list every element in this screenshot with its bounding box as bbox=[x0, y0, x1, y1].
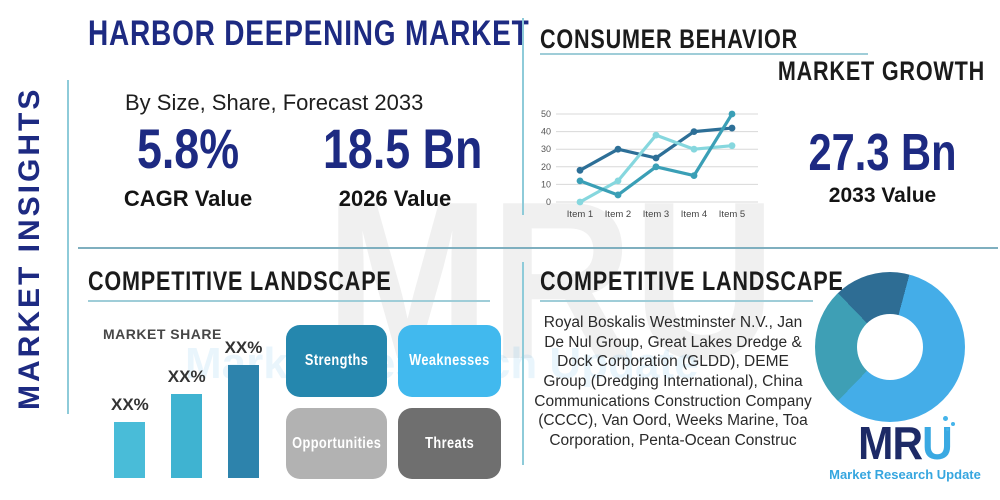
svg-text:40: 40 bbox=[541, 127, 551, 137]
page-subtitle: By Size, Share, Forecast 2033 bbox=[125, 90, 424, 115]
left-rail-divider bbox=[67, 80, 69, 414]
company-list: Royal Boskalis Westminster N.V., Jan De … bbox=[534, 314, 812, 450]
bar-value-label: XX% bbox=[111, 395, 149, 414]
consumer-behavior-underline bbox=[540, 53, 868, 55]
consumer-behavior-title: CONSUMER BEHAVIOR bbox=[540, 24, 799, 54]
market-share-label: MARKET SHARE bbox=[103, 326, 222, 342]
swot-strengths-label: Strengths bbox=[304, 352, 369, 369]
bar-value-label: XX% bbox=[167, 367, 206, 386]
splash-dot-icon bbox=[951, 422, 955, 426]
forecast-value: 27.3 Bn bbox=[808, 124, 957, 182]
market-share-bar-chart: XX% XX% XX% bbox=[96, 336, 266, 478]
svg-text:0: 0 bbox=[546, 197, 551, 207]
swot-opportunities-box: Opportunities bbox=[286, 408, 387, 479]
splash-dot-icon bbox=[943, 416, 948, 421]
cagr-label: CAGR Value bbox=[123, 186, 253, 211]
cagr-value: 5.8% bbox=[136, 117, 240, 180]
bar bbox=[227, 365, 259, 478]
swot-threats-label: Threats bbox=[424, 434, 475, 452]
mru-logo-accent-letter: U bbox=[922, 417, 953, 469]
bar-column: XX% bbox=[111, 395, 149, 478]
splash-dot-icon bbox=[946, 428, 949, 431]
mru-logo-tagline: Market Research Update bbox=[829, 467, 981, 482]
page-title: HARBOR DEEPENING MARKET bbox=[88, 14, 530, 53]
swot-strengths-box: Strengths bbox=[286, 325, 387, 397]
right-column-divider-bottom bbox=[522, 262, 524, 465]
market-growth-line-chart: 0 10 20 30 40 50 Item 1 Item 2 Item 3 Item 4 Item … bbox=[541, 109, 758, 220]
competitive-left-title: COMPETITIVE LANDSCAPE bbox=[88, 266, 392, 296]
mru-logo-dark-letters: MR bbox=[858, 417, 923, 469]
competitive-right-underline bbox=[540, 300, 813, 302]
market-growth-title: MARKET GROWTH bbox=[777, 56, 985, 86]
svg-text:Item 3: Item 3 bbox=[643, 209, 669, 220]
mru-logo-text: MRU bbox=[822, 420, 988, 466]
vertical-rail-label: MARKET INSIGHTS bbox=[13, 86, 46, 410]
swot-weaknesses-box: Weaknesses bbox=[398, 325, 501, 397]
svg-text:Item 1: Item 1 bbox=[567, 209, 593, 220]
forecast-label: 2033 Value bbox=[828, 184, 937, 207]
competitive-left-underline bbox=[88, 300, 490, 302]
svg-text:Item 2: Item 2 bbox=[605, 209, 631, 220]
bar bbox=[171, 394, 203, 478]
svg-text:Item 4: Item 4 bbox=[681, 209, 707, 220]
swot-grid: Strengths Weaknesses Opportunities Threa… bbox=[286, 325, 501, 479]
swot-weaknesses-label: Weaknesses bbox=[409, 352, 490, 369]
bar-column: XX% bbox=[224, 338, 263, 478]
svg-text:10: 10 bbox=[541, 179, 551, 189]
mru-logo: MRU Market Research Update bbox=[815, 416, 995, 482]
bar-value-label: XX% bbox=[224, 338, 263, 357]
swot-threats-box: Threats bbox=[398, 408, 501, 479]
base-year-value: 18.5 Bn bbox=[323, 117, 483, 180]
donut-hole bbox=[857, 314, 923, 380]
svg-text:30: 30 bbox=[541, 144, 551, 154]
svg-text:Item 5: Item 5 bbox=[719, 209, 745, 220]
swot-opportunities-label: Opportunities bbox=[291, 434, 382, 452]
svg-text:20: 20 bbox=[541, 162, 551, 172]
right-column-divider-top bbox=[522, 18, 524, 215]
competitive-right-title: COMPETITIVE LANDSCAPE bbox=[540, 266, 844, 296]
base-year-label: 2026 Value bbox=[338, 186, 452, 211]
bar-column: XX% bbox=[168, 367, 206, 478]
svg-text:50: 50 bbox=[541, 109, 551, 119]
market-share-donut-chart bbox=[815, 272, 965, 422]
mid-horizontal-divider bbox=[78, 247, 998, 249]
bar bbox=[114, 422, 146, 478]
